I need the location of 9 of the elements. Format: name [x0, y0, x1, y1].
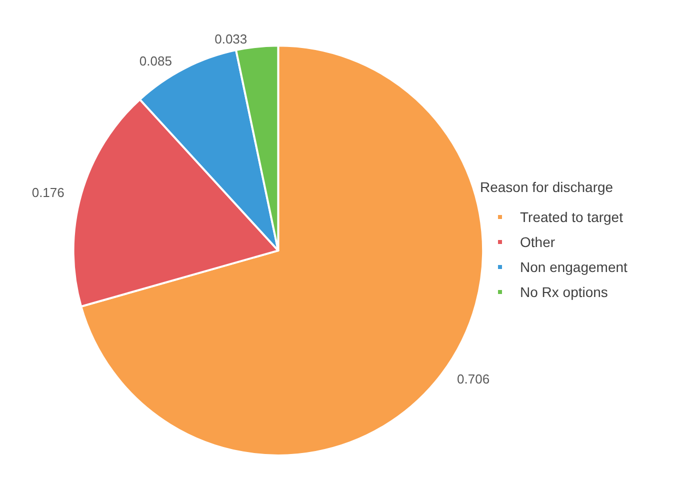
data-label: 0.033 — [214, 31, 248, 46]
legend-label: Other — [520, 234, 556, 250]
data-label: 0.706 — [457, 371, 490, 386]
legend-label: No Rx options — [520, 284, 608, 300]
legend-title: Reason for discharge — [480, 179, 614, 195]
legend-label: Non engagement — [520, 259, 628, 275]
data-label: 0.085 — [139, 54, 172, 69]
legend-label: Treated to target — [520, 209, 624, 225]
data-label: 0.176 — [32, 184, 64, 200]
